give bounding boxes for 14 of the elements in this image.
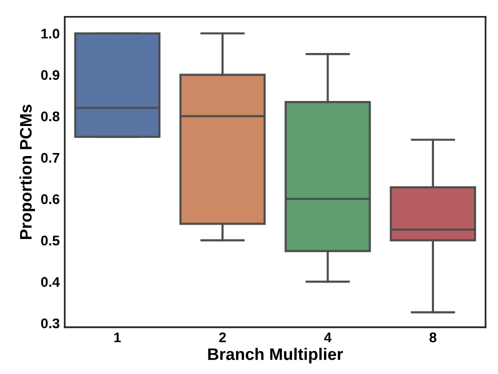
y-tick-label: 0.8 [41,112,60,122]
y-tick-label: 0.6 [41,194,60,204]
y-tick-label: 0.5 [41,236,60,246]
y-tick-label: 0.4 [41,277,60,287]
x-axis-title: Branch Multiplier [208,348,343,364]
x-tick-label: 4 [324,332,332,342]
y-tick-label: 0.9 [41,70,60,80]
y-tick-label: 0.7 [41,152,60,163]
y-tick-label: 0.3 [41,318,60,328]
x-tick-label: 1 [114,332,121,342]
x-tick-label: 8 [430,332,436,342]
y-tick-label: 1.0 [41,28,60,39]
y-axis-title: Proportion PCMs [19,104,36,239]
x-tick-label: 2 [219,332,226,342]
